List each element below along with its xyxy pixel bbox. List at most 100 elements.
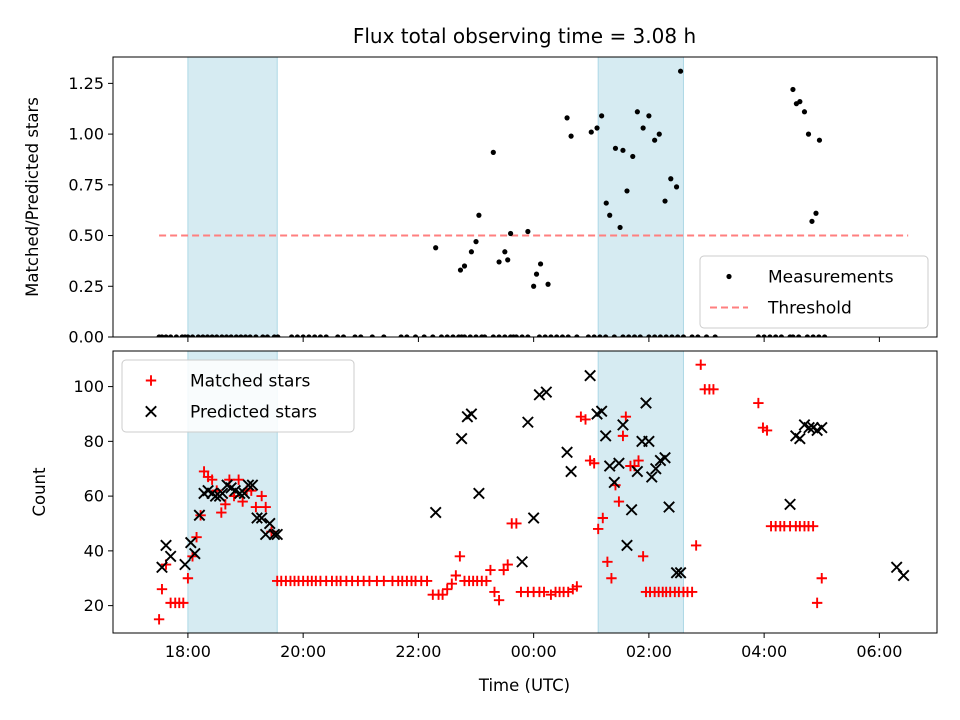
predicted-point (613, 457, 625, 470)
matched-point (421, 575, 433, 587)
matched-point (580, 414, 591, 425)
data-point (519, 334, 525, 337)
matched-point (708, 384, 719, 395)
data-point (755, 334, 761, 337)
data-point (264, 334, 271, 337)
predicted-point (793, 432, 806, 445)
y-tick-label: 0.25 (68, 277, 104, 296)
matched-point (811, 597, 823, 609)
data-point (340, 334, 347, 337)
data-point (591, 334, 597, 337)
data-point (568, 133, 574, 139)
matched-point (606, 573, 617, 584)
data-point (352, 334, 358, 337)
predicted-point (603, 460, 616, 472)
matched-point (216, 507, 227, 518)
predicted-point (659, 451, 671, 464)
predicted-point (184, 536, 197, 549)
data-point (607, 212, 613, 218)
data-point (398, 334, 404, 337)
data-point (810, 334, 816, 337)
predicted-point (621, 539, 633, 552)
data-point (822, 334, 828, 337)
matched-point (498, 564, 509, 576)
data-point (805, 131, 812, 137)
top-panel-ratio: 0.00 0.25 0.50 0.75 1.00 1.25 Matched/Predicte… (23, 56, 938, 347)
y-tick-label: 40 (84, 541, 104, 560)
data-point (294, 334, 300, 337)
data-point (525, 334, 531, 337)
matched-point (761, 425, 773, 436)
y-axis-label: Matched/Predicted stars (23, 97, 42, 297)
data-point (482, 334, 488, 337)
data-point (525, 228, 531, 235)
observing-window-1 (187, 56, 278, 338)
data-point (223, 334, 230, 337)
matched-point (637, 551, 649, 562)
data-point (663, 334, 669, 337)
axes-frame (112, 56, 938, 338)
y-axis-label: Count (30, 467, 49, 517)
x-tick-label: 00:00 (511, 642, 557, 661)
data-point (624, 188, 630, 194)
data-point (242, 334, 249, 337)
matched-point (592, 523, 604, 535)
matched-point (493, 594, 505, 606)
predicted-point (595, 405, 608, 418)
matched-point (695, 359, 706, 370)
data-point (559, 334, 566, 337)
data-point (412, 334, 419, 337)
data-point (317, 334, 324, 337)
predicted-point (561, 446, 573, 459)
data-point (677, 68, 684, 74)
y-tick-label: 20 (84, 596, 104, 615)
data-point (450, 334, 456, 337)
data-point (637, 334, 643, 337)
predicted-point (631, 465, 644, 478)
data-point (548, 334, 554, 337)
predicted-point (584, 369, 596, 382)
matched-point (485, 564, 496, 576)
y-tick-label: 0.75 (68, 175, 104, 194)
predicted-point (209, 490, 222, 502)
data-point (537, 261, 544, 267)
matched-point (446, 578, 458, 589)
matched-point (450, 570, 462, 581)
data-point (620, 147, 626, 153)
predicted-point (465, 408, 478, 420)
data-point (603, 334, 609, 337)
predicted-point (455, 432, 468, 445)
predicted-point (164, 550, 177, 563)
data-point (703, 334, 710, 337)
x-tick-label: 06:00 (856, 642, 902, 661)
data-point (554, 334, 560, 337)
matched-point (153, 614, 165, 625)
data-point (634, 109, 640, 115)
data-point (630, 153, 636, 160)
data-point (617, 224, 623, 231)
data-point (233, 334, 239, 337)
data-point (163, 334, 169, 337)
data-point (669, 334, 675, 337)
data-point (433, 245, 439, 251)
predicted-point (640, 397, 652, 409)
matched-point (633, 455, 644, 466)
data-point (668, 176, 674, 182)
matched-point (182, 573, 194, 584)
data-point (214, 334, 220, 337)
data-point (689, 334, 695, 337)
data-point (796, 334, 802, 337)
matched-point (753, 397, 764, 409)
data-point (652, 137, 658, 143)
x-axis-label: Time (UTC) (478, 676, 570, 695)
axes-frame (112, 350, 938, 634)
x-tick-label: 18:00 (165, 642, 211, 661)
legend-label: Threshold (767, 299, 852, 319)
data-point (574, 334, 580, 337)
data-point (467, 334, 473, 337)
predicted-point (803, 421, 815, 434)
data-point (809, 218, 815, 224)
data-point (652, 334, 658, 337)
data-point (695, 334, 701, 337)
data-point (189, 334, 196, 337)
